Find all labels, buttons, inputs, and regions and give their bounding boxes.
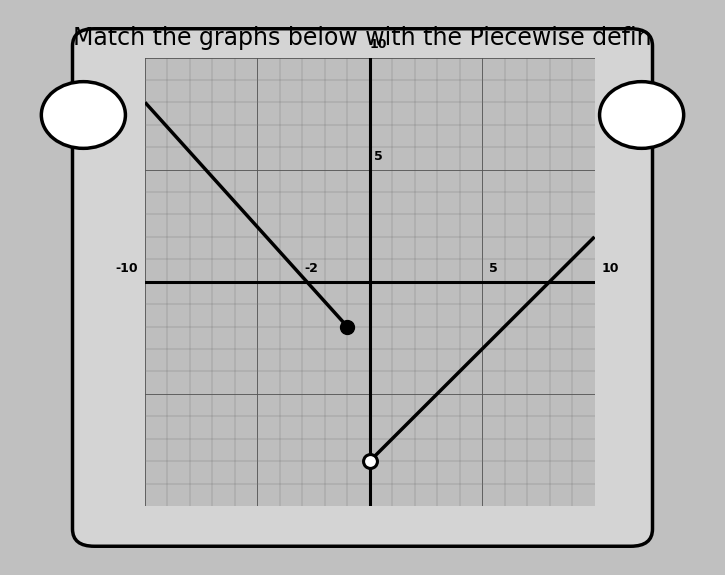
Text: 5: 5	[489, 262, 497, 275]
Circle shape	[41, 82, 125, 148]
Text: -2: -2	[304, 262, 318, 275]
Text: -10: -10	[115, 262, 138, 275]
Text: 10: 10	[601, 262, 618, 275]
FancyBboxPatch shape	[72, 29, 652, 546]
Text: 5: 5	[374, 150, 383, 163]
Text: Match the graphs below with the Piecewise defin: Match the graphs below with the Piecewis…	[73, 26, 652, 50]
Text: 10: 10	[370, 38, 387, 51]
Circle shape	[600, 82, 684, 148]
